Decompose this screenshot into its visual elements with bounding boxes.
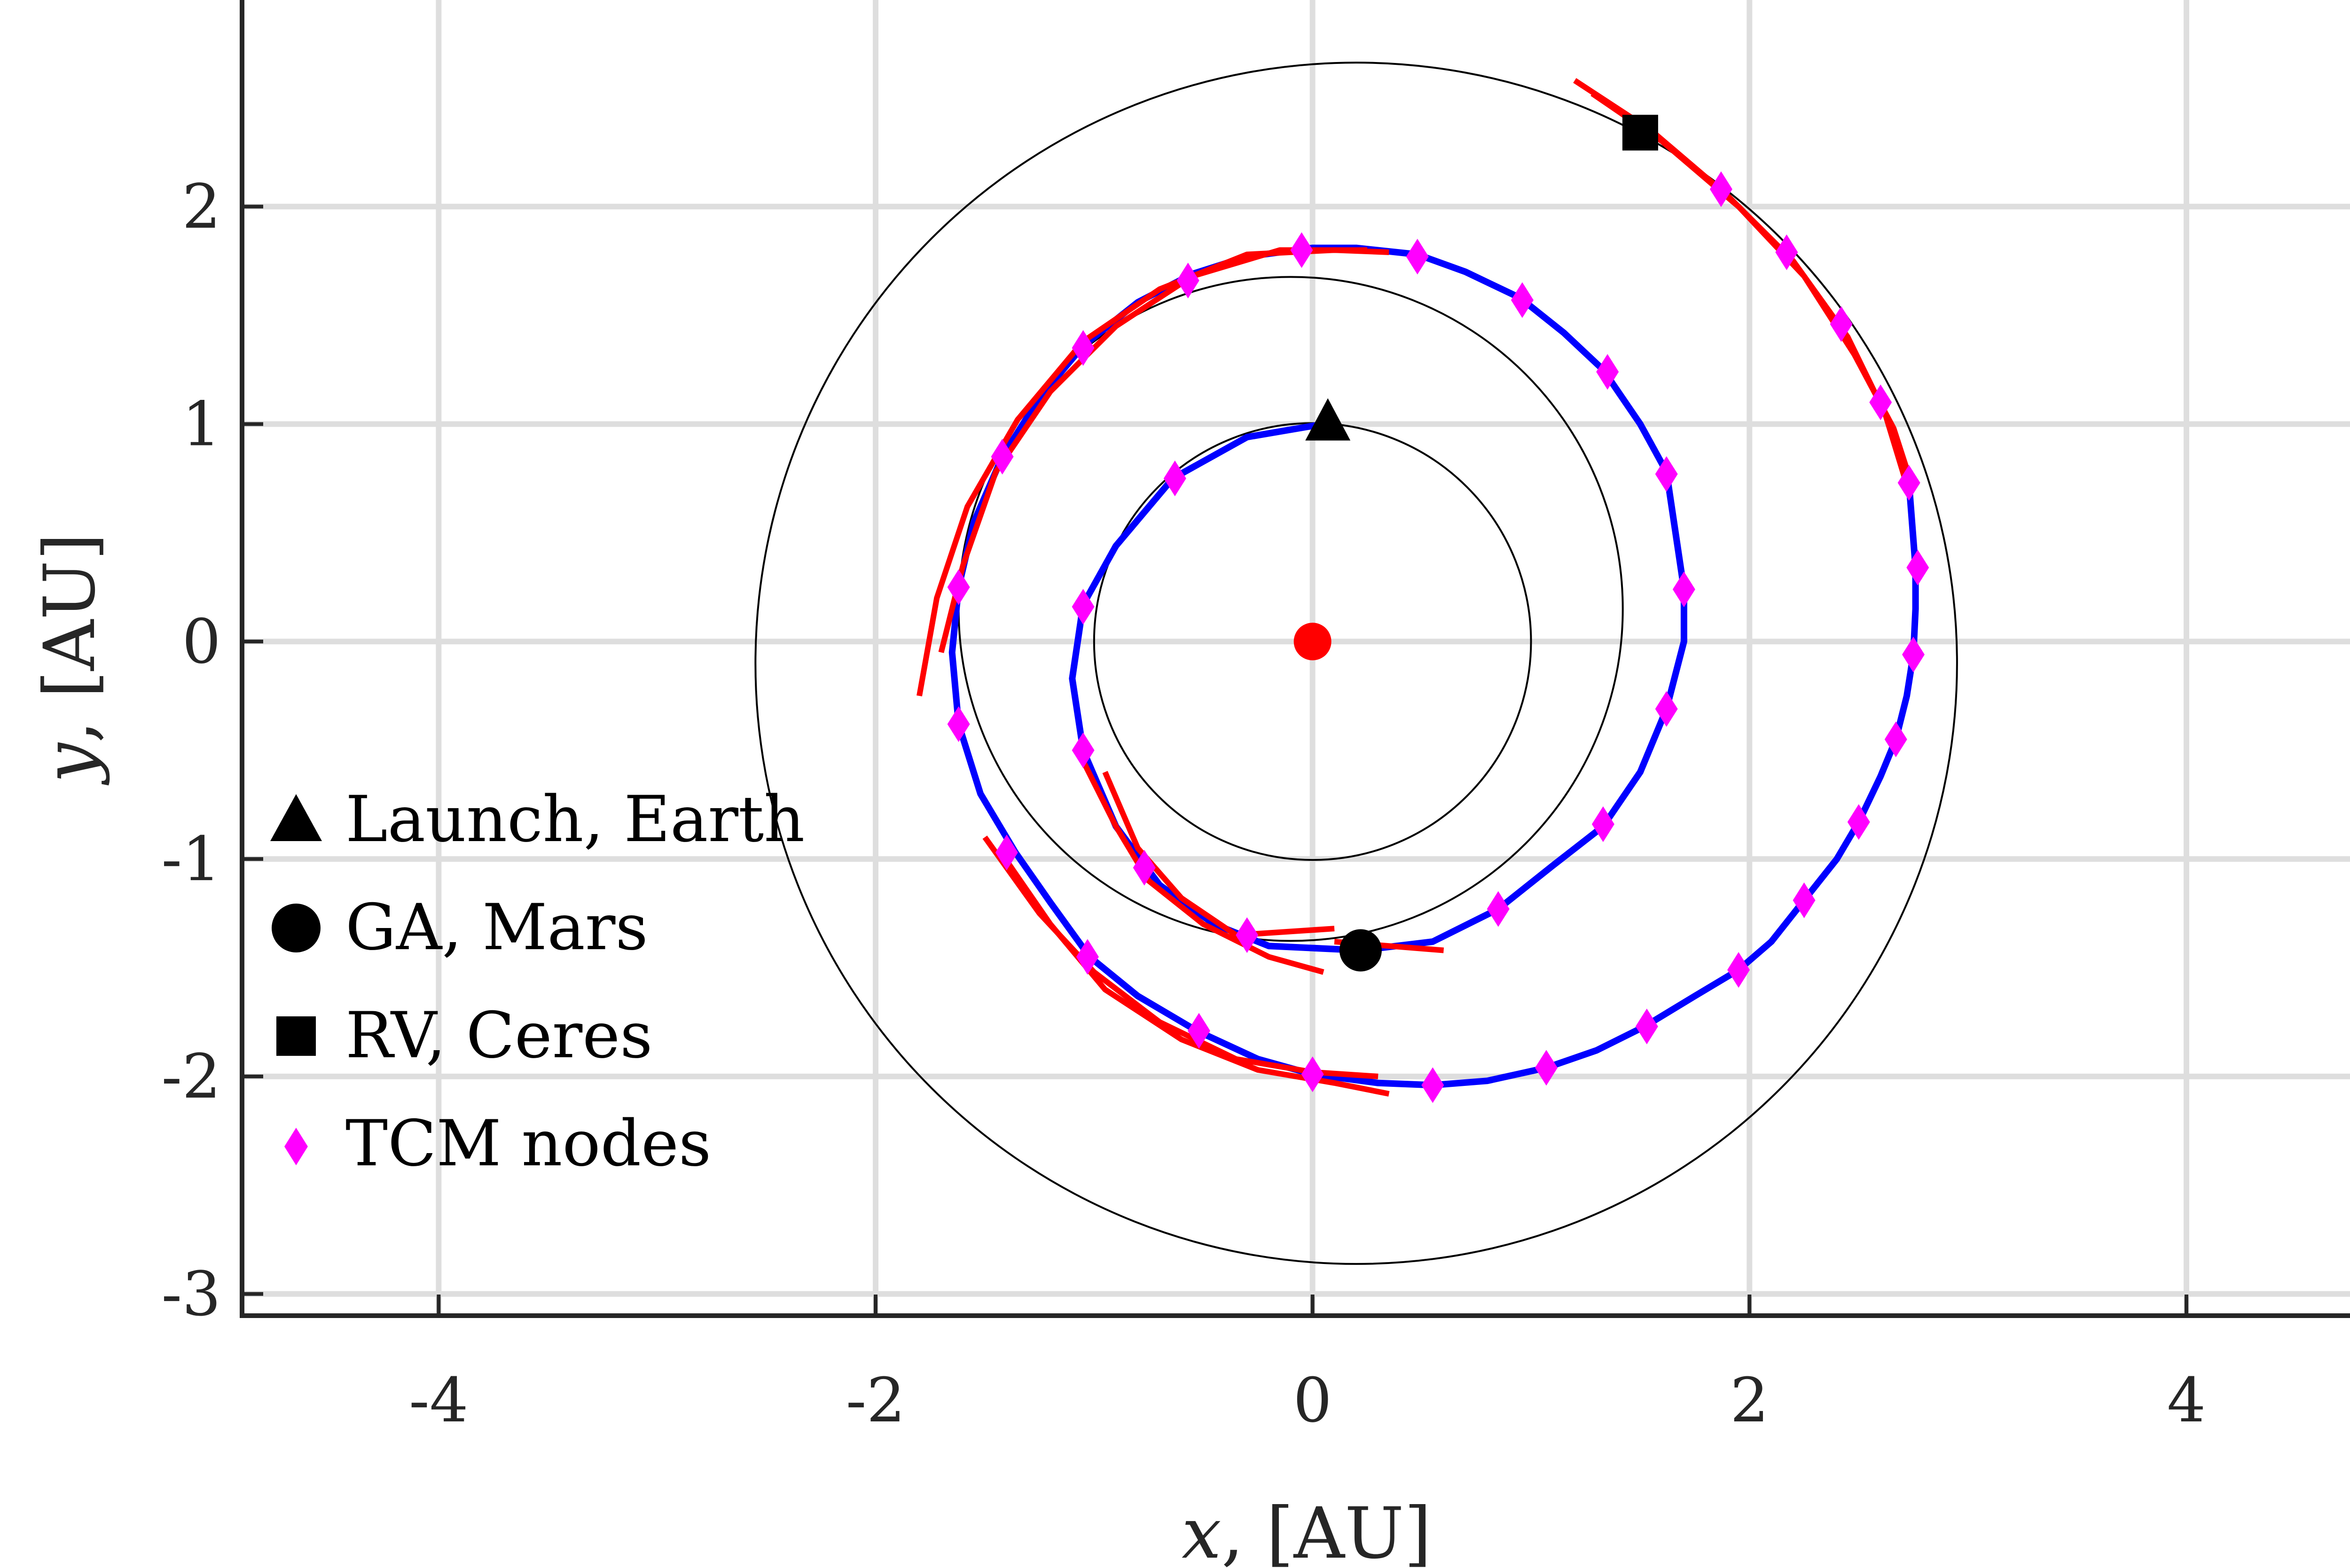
tcm-node-marker	[1847, 804, 1870, 840]
y-tick-label: -1	[161, 823, 221, 895]
tcm-node-marker	[1655, 691, 1678, 727]
tcm-node-marker	[1869, 384, 1892, 421]
launch-marker	[1305, 398, 1351, 441]
tcm-node-marker	[1884, 721, 1907, 757]
legend-item-tcm: TCM nodes	[284, 1107, 711, 1180]
tcm-node-marker	[1897, 465, 1920, 501]
event-markers	[1305, 115, 1658, 972]
y-axis-label-var: y	[29, 742, 111, 786]
tcm-node-marker	[1775, 234, 1798, 270]
tcm-node-marker	[1187, 1013, 1210, 1049]
tcm-node-marker	[1727, 952, 1750, 988]
tcm-node-marker	[1421, 1067, 1444, 1103]
tcm-node-marker	[1406, 239, 1429, 275]
tcm-nodes	[947, 171, 1929, 1103]
sun-marker	[1293, 623, 1332, 661]
x-tick-label: 0	[1293, 1365, 1332, 1436]
tcm-node-marker	[1906, 549, 1929, 585]
y-tick-label: 1	[182, 388, 221, 460]
tcm-node-marker	[1902, 637, 1925, 673]
tcm-node-marker	[1672, 571, 1695, 608]
y-axis-label-unit: , [AU]	[29, 533, 111, 743]
x-tick-label: -4	[409, 1365, 469, 1436]
tcm-node-marker	[1535, 1050, 1558, 1086]
x-axis-label: x, [AU]	[1182, 1493, 1432, 1568]
x-tick-labels: -4 -2 0 2 4	[409, 1365, 2206, 1436]
tcm-node-marker	[995, 835, 1018, 871]
x-axis-label-var: x	[1182, 1493, 1222, 1568]
tcm-node-marker	[947, 706, 970, 742]
triangle-icon	[270, 794, 322, 841]
legend: Launch, Earth GA, Mars RV, Ceres TCM nod…	[270, 782, 805, 1180]
legend-item-rv: RV, Ceres	[276, 999, 652, 1072]
legend-item-launch: Launch, Earth	[270, 782, 805, 856]
x-tick-label: -2	[846, 1365, 906, 1436]
square-icon	[276, 1016, 316, 1056]
tcm-node-marker	[1072, 330, 1095, 366]
orbit-circle	[754, 62, 1958, 1265]
tcm-node-marker	[1076, 939, 1099, 975]
diamond-icon	[284, 1128, 308, 1165]
y-tick-labels: -3 -2 -1 0 1 2	[161, 171, 221, 1330]
tcm-node-marker	[1176, 263, 1199, 299]
x-tick-label: 4	[2167, 1365, 2206, 1436]
perturbed-arc	[1590, 91, 1916, 491]
y-tick-label: 2	[182, 171, 221, 242]
legend-label-launch: Launch, Earth	[345, 782, 805, 856]
tcm-node-marker	[991, 438, 1014, 475]
tcm-node-marker	[1163, 460, 1186, 497]
tcm-node-marker	[1830, 306, 1853, 342]
y-tick-label: -2	[161, 1041, 221, 1112]
tcm-node-marker	[1591, 806, 1614, 843]
tcm-node-marker	[1236, 917, 1259, 953]
tcm-node-marker	[1655, 456, 1678, 492]
tcm-node-marker	[1072, 589, 1095, 625]
y-tick-label: -3	[161, 1258, 221, 1330]
perturbed-arc	[1102, 771, 1335, 938]
y-tick-label: 0	[182, 606, 221, 677]
tcm-node-marker	[1709, 171, 1732, 207]
axes	[240, 0, 2350, 1318]
tcm-node-marker	[1793, 882, 1816, 919]
tcm-node-marker	[1133, 850, 1156, 886]
legend-item-ga: GA, Mars	[272, 890, 648, 964]
tcm-node-marker	[1487, 891, 1510, 927]
tcm-node-marker	[1301, 1056, 1324, 1092]
y-axis-label: y, [AU]	[29, 533, 111, 786]
tcm-node-marker	[1635, 1008, 1658, 1045]
tcm-node-marker	[1290, 232, 1313, 268]
tcm-node-marker	[1596, 354, 1619, 390]
circle-icon	[272, 904, 321, 952]
tcm-node-marker	[1072, 732, 1095, 768]
legend-label-rv: RV, Ceres	[345, 999, 652, 1072]
tcm-node-marker	[947, 569, 970, 605]
x-tick-label: 2	[1730, 1365, 1769, 1436]
rendezvous-marker	[1622, 115, 1658, 151]
perturbed-arc	[1081, 760, 1324, 975]
tcm-node-marker	[1511, 282, 1534, 318]
legend-label-tcm: TCM nodes	[345, 1107, 711, 1180]
legend-label-ga: GA, Mars	[345, 890, 648, 964]
x-axis-label-unit: , [AU]	[1222, 1493, 1432, 1568]
flyby-marker	[1339, 929, 1382, 972]
